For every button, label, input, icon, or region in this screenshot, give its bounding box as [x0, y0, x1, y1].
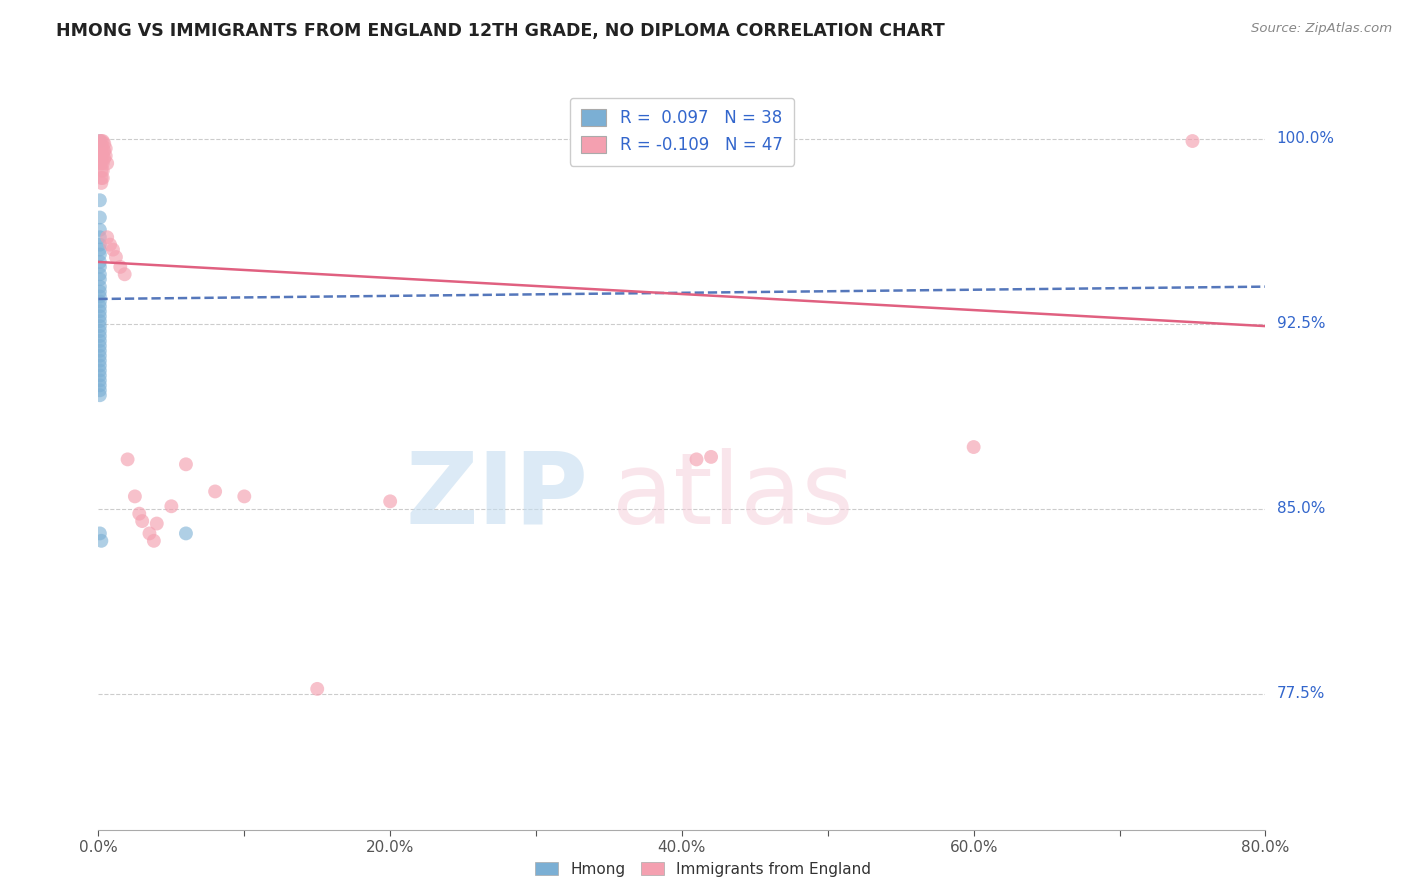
- Point: [89, 289, 111, 303]
- Point: [89, 339, 111, 353]
- Point: [204, 484, 226, 499]
- Point: [89, 211, 111, 225]
- Point: [160, 500, 183, 514]
- Point: [89, 304, 111, 318]
- Point: [91, 149, 114, 163]
- Point: [700, 450, 723, 464]
- Text: 100.0%: 100.0%: [1277, 131, 1334, 146]
- Point: [90, 156, 112, 170]
- Point: [91, 171, 114, 186]
- Point: [138, 526, 160, 541]
- Point: [89, 146, 111, 161]
- Point: [93, 144, 115, 158]
- Point: [89, 194, 111, 208]
- Point: [1181, 134, 1204, 148]
- Point: [89, 247, 111, 261]
- Legend: R =  0.097   N = 38, R = -0.109   N = 47: R = 0.097 N = 38, R = -0.109 N = 47: [569, 97, 794, 166]
- Point: [104, 250, 127, 264]
- Point: [89, 343, 111, 358]
- Point: [89, 237, 111, 252]
- Legend: Hmong, Immigrants from England: Hmong, Immigrants from England: [527, 854, 879, 884]
- Point: [89, 279, 111, 293]
- Point: [90, 134, 112, 148]
- Point: [91, 163, 114, 178]
- Point: [142, 533, 165, 548]
- Point: [685, 452, 707, 467]
- Point: [89, 223, 111, 237]
- Point: [89, 324, 111, 338]
- Text: ZIP: ZIP: [406, 448, 589, 545]
- Point: [89, 230, 111, 244]
- Point: [89, 526, 111, 541]
- Point: [89, 319, 111, 334]
- Point: [110, 260, 132, 274]
- Point: [94, 149, 117, 163]
- Point: [91, 156, 114, 170]
- Point: [89, 272, 111, 286]
- Point: [89, 134, 111, 148]
- Point: [90, 171, 112, 186]
- Point: [89, 134, 111, 148]
- Point: [90, 141, 112, 155]
- Point: [89, 268, 111, 282]
- Point: [90, 163, 112, 178]
- Point: [89, 384, 111, 398]
- Point: [89, 156, 111, 170]
- Point: [96, 230, 118, 244]
- Point: [89, 373, 111, 387]
- Point: [89, 255, 111, 269]
- Point: [91, 141, 114, 155]
- Point: [89, 388, 111, 402]
- Text: 85.0%: 85.0%: [1277, 501, 1324, 516]
- Point: [90, 176, 112, 190]
- Text: atlas: atlas: [612, 448, 853, 545]
- Point: [96, 156, 118, 170]
- Text: Source: ZipAtlas.com: Source: ZipAtlas.com: [1251, 22, 1392, 36]
- Point: [124, 490, 146, 504]
- Point: [90, 533, 112, 548]
- Point: [89, 285, 111, 299]
- Point: [89, 368, 111, 383]
- Point: [89, 329, 111, 343]
- Point: [89, 353, 111, 368]
- Point: [146, 516, 169, 531]
- Point: [89, 334, 111, 348]
- Point: [89, 363, 111, 377]
- Point: [380, 494, 402, 508]
- Point: [89, 151, 111, 165]
- Point: [131, 514, 153, 528]
- Point: [94, 141, 117, 155]
- Point: [114, 268, 136, 282]
- Point: [962, 440, 984, 454]
- Point: [90, 149, 112, 163]
- Point: [93, 136, 115, 151]
- Text: 92.5%: 92.5%: [1277, 316, 1324, 331]
- Point: [128, 507, 150, 521]
- Point: [91, 134, 114, 148]
- Point: [101, 243, 124, 257]
- Text: HMONG VS IMMIGRANTS FROM ENGLAND 12TH GRADE, NO DIPLOMA CORRELATION CHART: HMONG VS IMMIGRANTS FROM ENGLAND 12TH GR…: [56, 22, 945, 40]
- Point: [89, 243, 111, 257]
- Point: [89, 294, 111, 309]
- Point: [89, 260, 111, 274]
- Point: [98, 237, 121, 252]
- Point: [89, 314, 111, 328]
- Point: [89, 310, 111, 324]
- Point: [89, 349, 111, 363]
- Point: [89, 299, 111, 313]
- Point: [117, 452, 139, 467]
- Point: [89, 139, 111, 153]
- Point: [174, 458, 197, 472]
- Point: [89, 359, 111, 373]
- Point: [93, 151, 115, 165]
- Text: 77.5%: 77.5%: [1277, 686, 1324, 701]
- Point: [307, 681, 329, 696]
- Point: [174, 526, 197, 541]
- Point: [89, 378, 111, 392]
- Point: [233, 490, 256, 504]
